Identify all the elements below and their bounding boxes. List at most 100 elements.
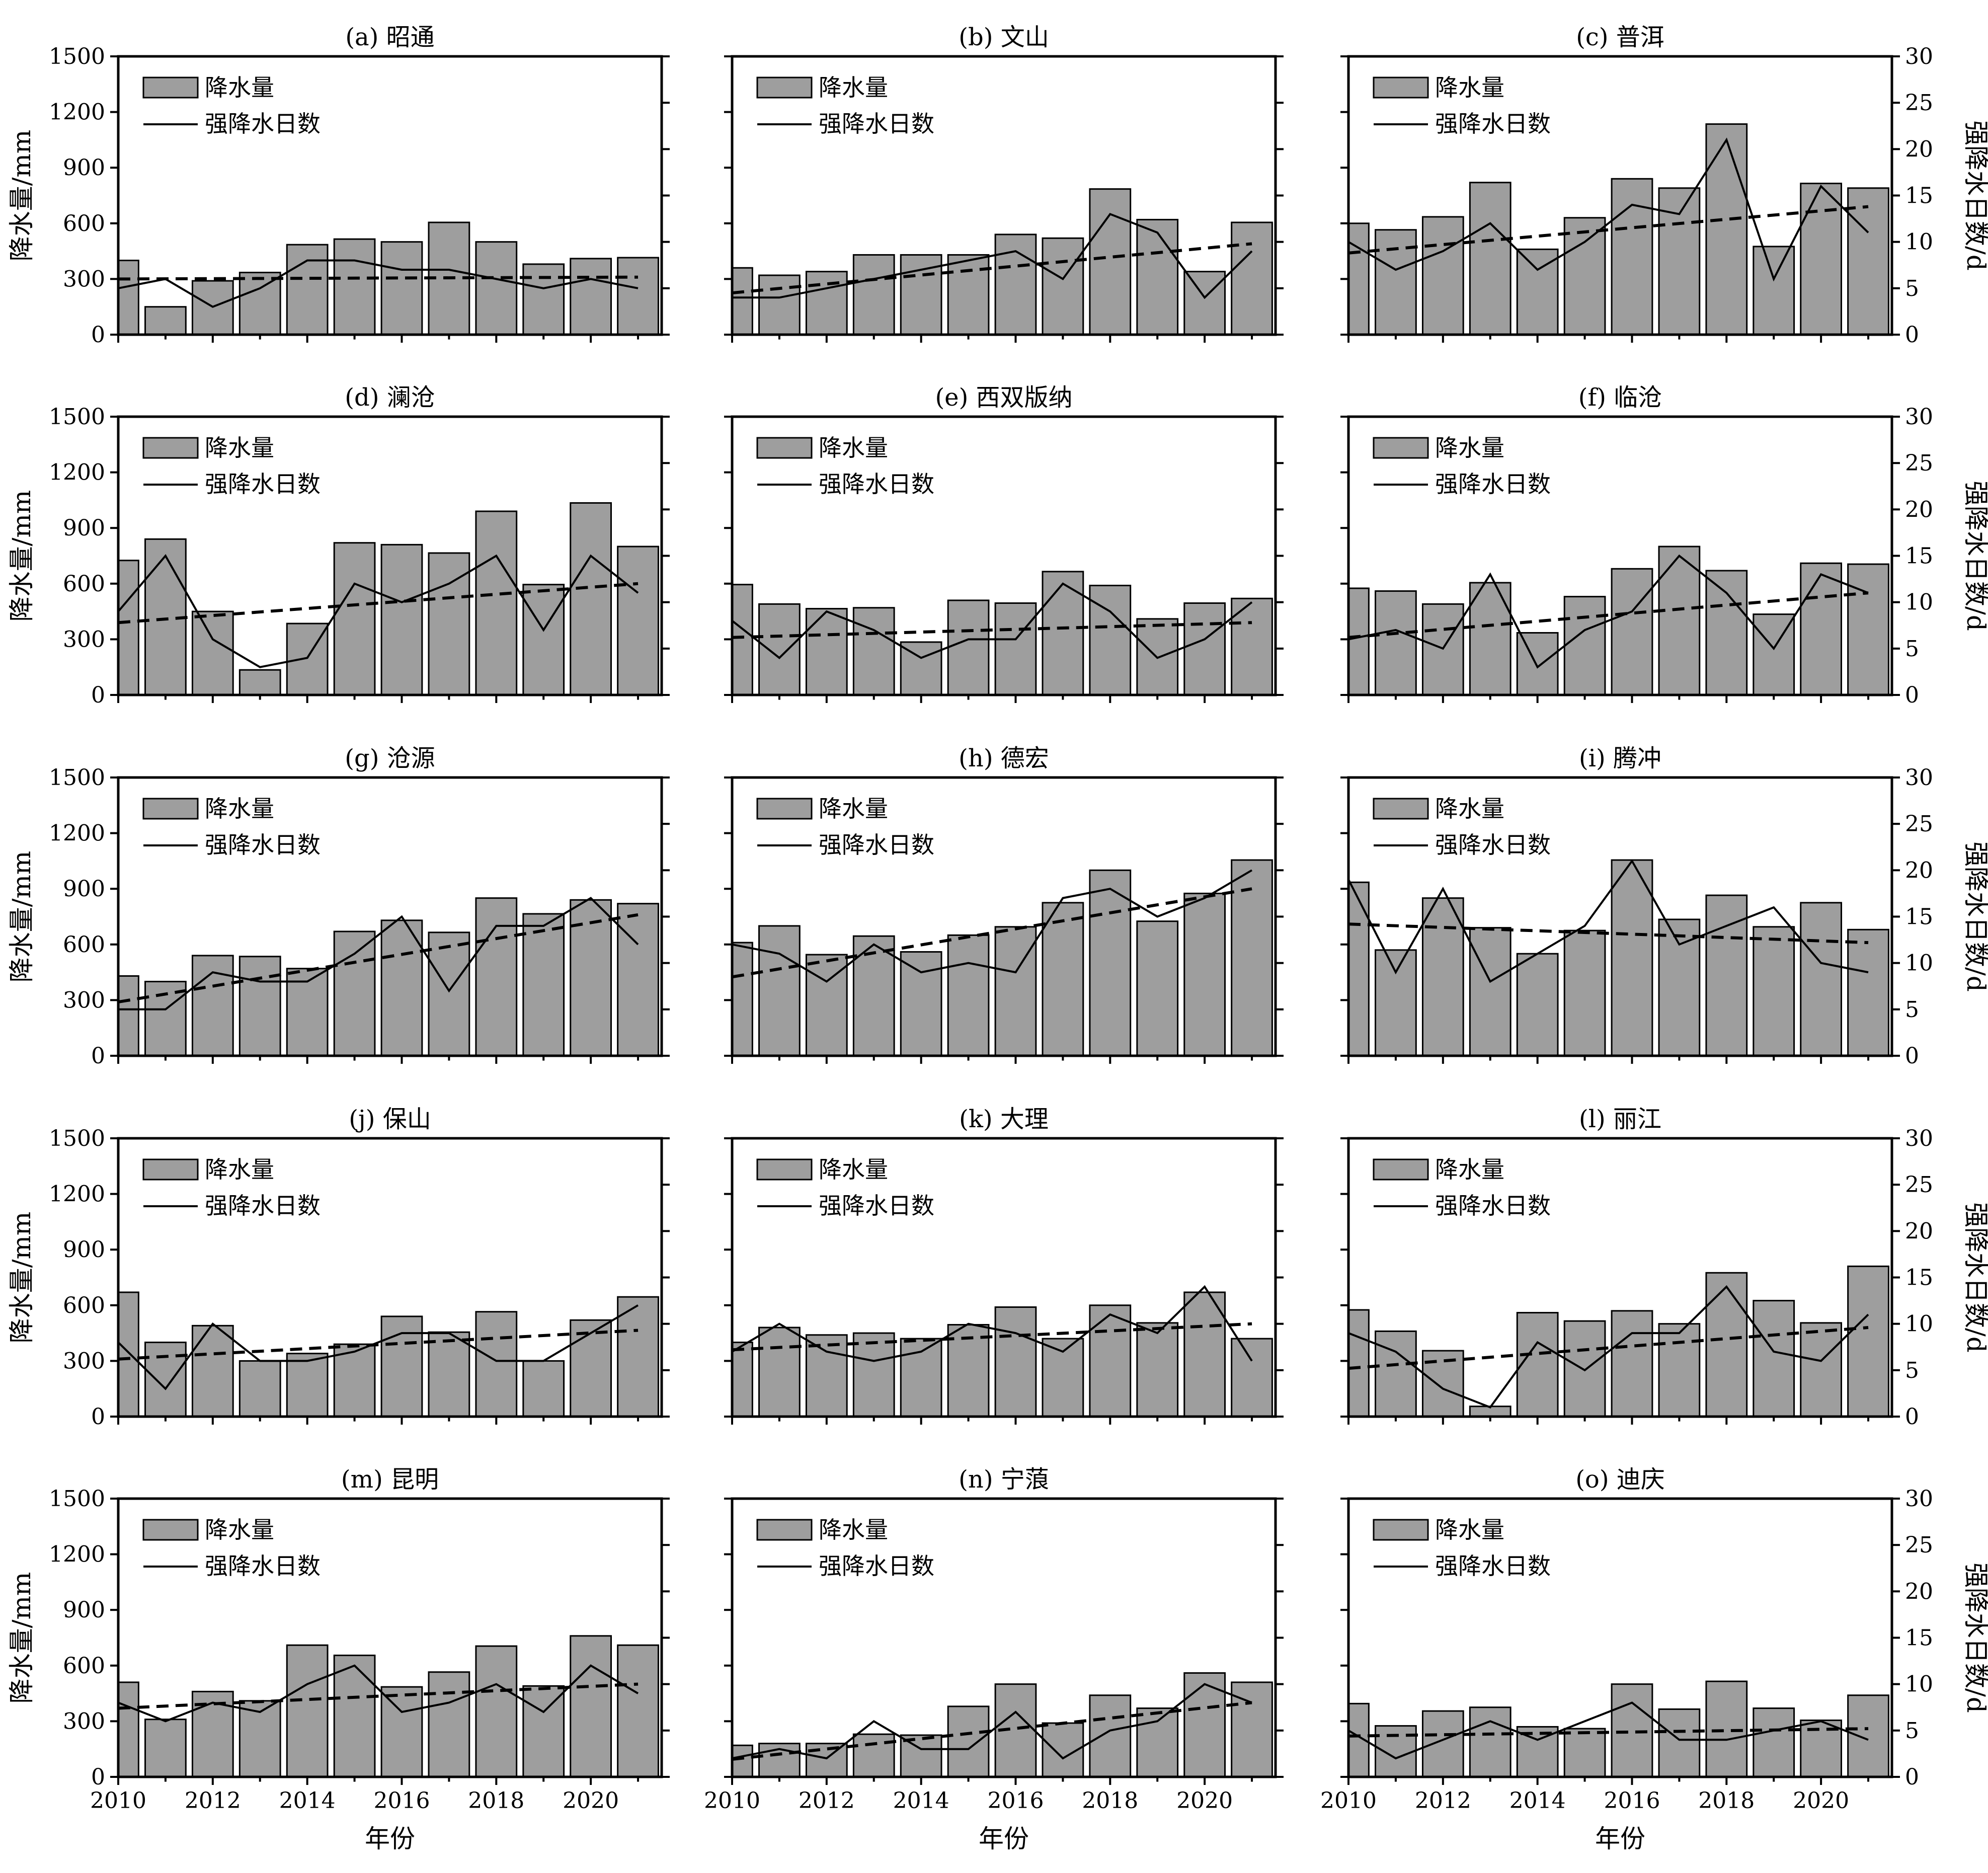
y-right-tick-label: 25: [1905, 1532, 1933, 1558]
precip-bar-2019: [522, 584, 565, 696]
heavy-rain-days-trend: [1348, 1727, 1869, 1738]
y-left-tick-label: 300: [63, 1348, 105, 1374]
y-left-tick-label: 1200: [49, 460, 105, 486]
y-right-tick-label: 0: [1905, 1404, 1919, 1430]
precip-bar-2012: [191, 610, 234, 696]
y-right-tick-label: 20: [1905, 136, 1933, 162]
precip-bar-2018: [1089, 869, 1132, 1057]
legend-bar-label: 降水量: [819, 795, 888, 822]
y-right-tick-label: 10: [1905, 1311, 1933, 1337]
precip-bar-2014: [286, 244, 329, 336]
precip-bar-2020: [1800, 902, 1843, 1057]
precip-bar-2018: [1705, 123, 1748, 336]
y-right-tick-label: 15: [1905, 904, 1933, 930]
precip-bar-2021: [617, 545, 659, 696]
x-tick-label: 2018: [468, 1788, 524, 1814]
precip-bars: [731, 188, 1273, 336]
precip-bar-2010: [731, 942, 753, 1057]
precip-bar-2017: [1042, 571, 1084, 696]
precip-bar-2013: [1469, 927, 1512, 1057]
y-right-tick-label: 15: [1905, 1625, 1933, 1651]
precip-bar-2016: [994, 1306, 1037, 1418]
precip-bar-2010: [117, 975, 139, 1057]
x-axis-label: 年份: [365, 1824, 415, 1853]
y-left-tick-label: 300: [63, 987, 105, 1013]
precip-bar-2015: [333, 930, 376, 1057]
precip-bar-2010: [1347, 881, 1370, 1057]
precip-bar-2010: [1347, 587, 1370, 696]
panel-title: (h) 德宏: [959, 744, 1049, 772]
panel-title: (f) 临沧: [1578, 383, 1662, 412]
panel-title: (m) 昆明: [341, 1465, 439, 1494]
panel-title: (b) 文山: [959, 23, 1049, 51]
precip-bar-2021: [1847, 187, 1889, 336]
y-left-tick-label: 900: [63, 1237, 105, 1263]
precip-bar-2013: [238, 956, 281, 1057]
y-left-tick-label: 300: [63, 1708, 105, 1734]
precip-bar-2012: [1421, 897, 1464, 1057]
legend-bar-label: 降水量: [819, 1516, 888, 1543]
precip-bar-2011: [1375, 949, 1417, 1057]
legend-bar-swatch: [1373, 798, 1429, 820]
precip-bar-2017: [1658, 545, 1701, 696]
heavy-rain-days-trend: [118, 582, 639, 625]
y-right-tick-label: 20: [1905, 857, 1933, 883]
x-tick-label: 2014: [893, 1788, 949, 1814]
legend-line-label: 强降水日数: [205, 110, 321, 137]
y-left-tick-label: 600: [63, 1653, 105, 1679]
precip-bar-2021: [1847, 563, 1889, 696]
precip-bar-2016: [994, 233, 1037, 336]
precip-bars: [117, 897, 659, 1057]
heavy-rain-days-trend: [118, 913, 639, 1004]
precip-bar-2010: [1347, 222, 1370, 336]
heavy-rain-days-trend: [1348, 205, 1869, 255]
panel-title: (e) 西双版纳: [935, 383, 1072, 412]
precip-bar-2013: [238, 271, 281, 336]
precip-bar-2012: [805, 1334, 848, 1418]
precip-bar-2020: [1183, 1291, 1226, 1418]
precip-bar-2020: [570, 1319, 612, 1418]
heavy-rain-days-trend: [118, 1329, 639, 1361]
y-right-axis-label: 强降水日数/d: [1961, 841, 1988, 992]
legend-bar-swatch: [142, 798, 199, 820]
legend-bar-swatch: [756, 798, 813, 820]
precip-bar-2014: [286, 1353, 329, 1418]
y-right-tick-label: 25: [1905, 450, 1933, 476]
precip-bar-2012: [805, 608, 848, 696]
legend-bar-swatch: [142, 76, 199, 99]
y-right-tick-label: 0: [1905, 1764, 1919, 1790]
precip-bar-2011: [758, 1326, 801, 1418]
y-right-tick-label: 25: [1905, 1172, 1933, 1198]
precip-bar-2010: [731, 267, 753, 336]
legend-bar-swatch: [756, 76, 813, 99]
precip-bar-2013: [1469, 582, 1512, 696]
heavy-rain-days-line: [731, 1285, 1253, 1362]
heavy-rain-days-line: [1347, 859, 1869, 983]
legend-line-label: 强降水日数: [1435, 471, 1551, 498]
legend-bar-label: 降水量: [1435, 795, 1504, 822]
x-tick-label: 2020: [563, 1788, 619, 1814]
y-left-tick-label: 1500: [49, 404, 105, 430]
legend-bar-label: 降水量: [819, 74, 888, 101]
precip-bar-2018: [1089, 584, 1132, 696]
legend-line-label: 强降水日数: [819, 1192, 934, 1219]
y-right-tick-label: 30: [1905, 44, 1933, 69]
x-tick-label: 2016: [1604, 1788, 1660, 1814]
precip-bar-2017: [1042, 237, 1084, 336]
precip-bar-2015: [1563, 596, 1606, 696]
legend-bar-label: 降水量: [205, 1516, 274, 1543]
precip-bar-2018: [475, 1645, 518, 1778]
panel-title: (a) 昭通: [345, 23, 434, 51]
precip-bar-2021: [617, 257, 659, 336]
precip-bar-2015: [333, 238, 376, 336]
precip-bar-2015: [947, 1705, 990, 1778]
precip-bars: [731, 859, 1273, 1057]
